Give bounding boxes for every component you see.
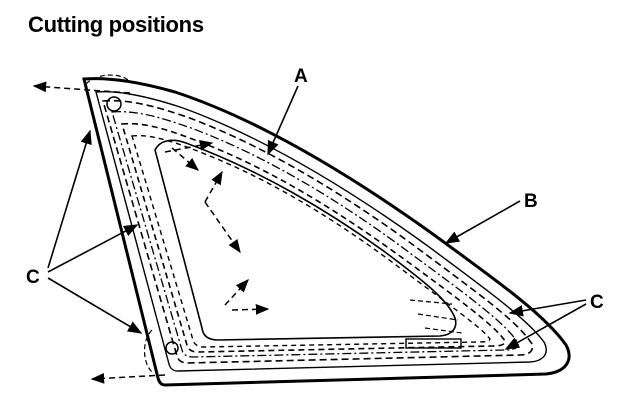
- callout-c-leader-3: [47, 277, 143, 334]
- cut-arrow-inner-6: [231, 303, 270, 315]
- inner-cutting-line-2: [131, 134, 491, 348]
- cut-arrow-inner-5: [224, 279, 249, 306]
- dash-mark-2: [417, 313, 459, 321]
- callout-label-a: A: [294, 66, 308, 87]
- glass-window-opening: [154, 139, 457, 341]
- cutting-direction-arrows: [32, 81, 270, 384]
- dash-mark-3: [424, 327, 463, 334]
- callout-label-c-left: C: [26, 267, 40, 288]
- callout-c-leader-4: [508, 299, 587, 317]
- callout-label-c-right: C: [590, 292, 604, 313]
- corner-bulge-top: [85, 74, 129, 85]
- mounting-hole-bottom: [165, 341, 179, 355]
- callout-c-leader-2: [47, 224, 139, 273]
- callout-a-leader: [267, 85, 299, 156]
- callout-c-leader-5: [504, 303, 587, 350]
- outer-cutting-line: [101, 99, 534, 364]
- corner-bulge-bottom: [143, 329, 153, 373]
- glass-outer-edge: [82, 77, 571, 387]
- cut-arrow-inner-1: [164, 139, 214, 153]
- diagram-title: Cutting positions: [28, 12, 204, 37]
- cut-arrow-bottom-left: [90, 372, 166, 384]
- cut-arrow-top-left: [32, 81, 131, 94]
- cut-arrow-inner-2: [171, 147, 200, 171]
- callout-label-b: B: [524, 191, 538, 212]
- dash-dot-line: [111, 111, 519, 358]
- lower-bracket: [405, 338, 462, 349]
- cut-arrow-inner-3: [204, 170, 223, 203]
- mounting-hole-top: [106, 96, 122, 112]
- callout-c-leader-1: [47, 129, 92, 269]
- glass-edge-line: [95, 90, 547, 372]
- inner-cutting-line: [120, 122, 506, 353]
- dash-mark-1: [409, 299, 453, 305]
- cut-arrow-inner-4: [204, 201, 241, 254]
- callout-b-leader: [444, 200, 521, 244]
